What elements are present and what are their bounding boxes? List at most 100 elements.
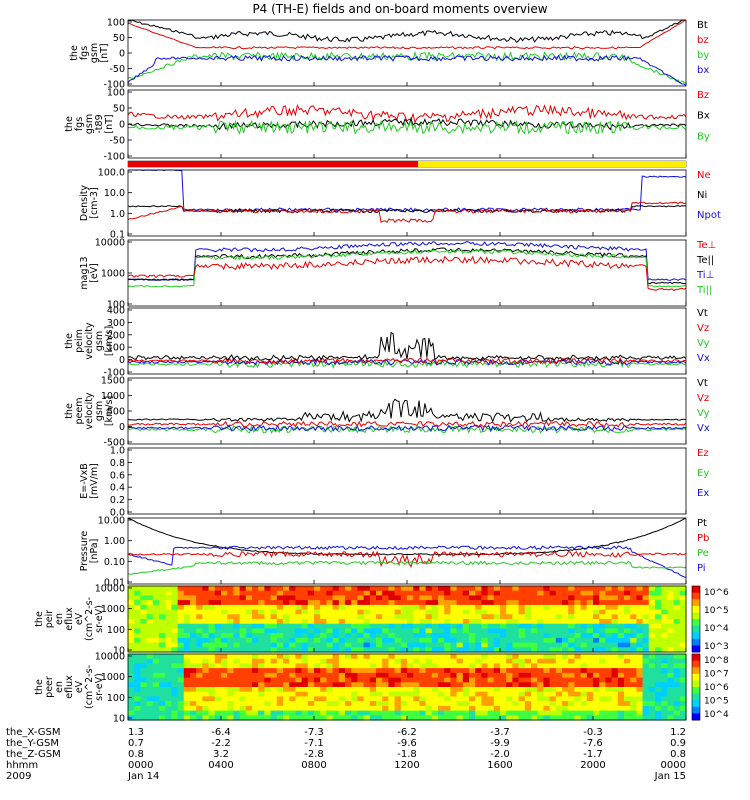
- spectrogram-cell: [214, 600, 222, 606]
- spectrogram-cell: [221, 672, 228, 679]
- spectrogram-cell: [407, 609, 414, 615]
- spectrogram-cell: [568, 672, 575, 679]
- spectrogram-cell: [289, 628, 296, 634]
- spectrogram-cell: [580, 590, 588, 596]
- spectrogram-cell: [177, 642, 185, 648]
- spectrogram-cell: [500, 590, 507, 596]
- spectrogram-cell: [500, 600, 507, 606]
- spectrogram-cell: [252, 609, 259, 615]
- y-axis-label: the: [34, 679, 45, 695]
- spectrogram-cell: [357, 710, 365, 716]
- spectrogram-cell: [351, 614, 358, 620]
- spectrogram-cell: [394, 705, 402, 712]
- spectrogram-cell: [152, 696, 160, 702]
- spectrogram-cell: [425, 691, 433, 697]
- spectrogram-cell: [382, 600, 389, 606]
- spectrogram-cell: [233, 600, 241, 606]
- spectrogram-cell: [413, 590, 420, 596]
- spectrogram-cell: [190, 628, 197, 634]
- spectrogram-cell: [462, 590, 470, 596]
- spectrogram-cell: [202, 623, 210, 629]
- spectrogram-cell: [642, 715, 650, 721]
- spectrogram-cell: [462, 600, 470, 606]
- spectrogram-cell: [320, 633, 327, 639]
- spectrogram-cell: [661, 619, 668, 625]
- spectrogram-cell: [208, 710, 216, 716]
- spectrogram-cell: [661, 628, 668, 634]
- spectrogram-cell: [580, 668, 588, 674]
- spectrogram-cell: [221, 628, 228, 634]
- spectrogram-cell: [345, 623, 352, 629]
- spectrogram-cell: [568, 668, 575, 674]
- spectrogram-cell: [673, 628, 681, 634]
- spectrogram-cell: [568, 609, 575, 615]
- spectrogram-cell: [506, 619, 513, 625]
- spectrogram-cell: [369, 672, 377, 679]
- spectrogram-cell: [642, 691, 650, 697]
- footer-value: Jan 14: [127, 771, 159, 782]
- spectrogram-cell: [624, 586, 631, 592]
- spectrogram-cell: [314, 586, 321, 592]
- spectrogram-cell: [382, 614, 389, 620]
- spectrogram-cell: [599, 672, 606, 679]
- spectrogram-cell: [276, 595, 284, 601]
- spectrogram-cell: [332, 677, 340, 683]
- spectrogram-cell: [196, 609, 203, 615]
- spectrogram-cell: [245, 691, 253, 697]
- spectrogram-cell: [661, 687, 668, 693]
- spectrogram-cell: [152, 691, 160, 697]
- spectrogram-cell: [307, 715, 315, 721]
- spectrogram-cell: [506, 604, 513, 611]
- spectrogram-cell: [159, 619, 166, 625]
- spectrogram-cell: [568, 633, 575, 639]
- spectrogram-cell: [531, 682, 538, 688]
- spectrogram-cell: [140, 682, 148, 688]
- spectrogram-cell: [258, 696, 265, 702]
- spectrogram-cell: [233, 633, 241, 639]
- spectrogram-cell: [407, 614, 414, 620]
- spectrogram-cell: [363, 654, 371, 660]
- spectrogram-cell: [152, 614, 160, 620]
- spectrogram-cell: [574, 623, 582, 629]
- spectrogram-cell: [190, 590, 197, 596]
- spectrogram-cell: [270, 642, 278, 648]
- spectrogram-cell: [152, 586, 160, 592]
- spectrogram-cell: [233, 710, 241, 716]
- spectrogram-cell: [419, 604, 427, 611]
- spectrogram-cell: [555, 619, 563, 625]
- series-line-density: [127, 201, 687, 224]
- spectrogram-cell: [208, 609, 216, 615]
- y-tick-label: 1000: [101, 269, 125, 280]
- spectrogram-cell: [512, 619, 520, 625]
- spectrogram-cell: [295, 682, 303, 688]
- spectrogram-cell: [524, 715, 532, 721]
- spectrogram-cell: [450, 710, 458, 716]
- spectrogram-cell: [475, 682, 482, 688]
- spectrogram-cell: [338, 687, 346, 693]
- spectrogram-cell: [177, 595, 185, 601]
- legend-entry: Pb: [697, 533, 709, 544]
- spectrogram-cell: [555, 586, 563, 592]
- spectrogram-cell: [642, 701, 650, 707]
- spectrogram-cell: [555, 715, 563, 721]
- spectrogram-cell: [655, 710, 662, 716]
- spectrogram-cell: [431, 600, 439, 606]
- spectrogram-cell: [431, 623, 439, 629]
- spectrogram-cell: [245, 672, 253, 679]
- spectrogram-cell: [258, 619, 265, 625]
- spectrogram-cell: [549, 642, 557, 648]
- spectrogram-cell: [202, 654, 210, 660]
- spectrogram-cell: [438, 619, 445, 625]
- spectrogram-cell: [208, 600, 216, 606]
- spectrogram-cell: [171, 677, 179, 683]
- spectrogram-cell: [177, 614, 185, 620]
- spectrogram-cell: [264, 705, 272, 712]
- spectrogram-cell: [382, 586, 389, 592]
- spectrogram-cell: [549, 623, 557, 629]
- spectrogram-cell: [661, 590, 668, 596]
- spectrogram-cell: [326, 633, 334, 639]
- spectrogram-cell: [345, 682, 352, 688]
- spectrogram-cell: [159, 586, 166, 592]
- spectrogram-cell: [221, 637, 228, 644]
- colorbar-label: 10^4: [704, 624, 729, 634]
